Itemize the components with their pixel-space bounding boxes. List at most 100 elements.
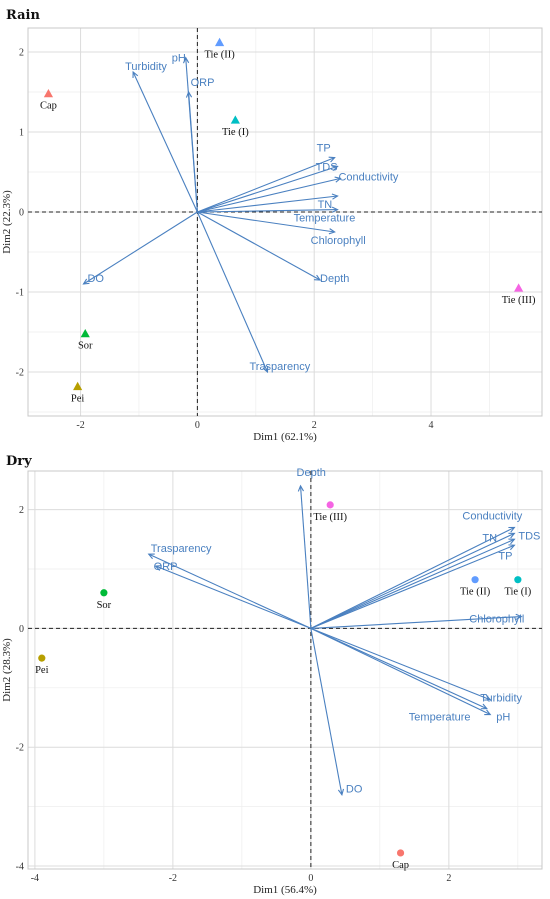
x-tick-label: -2 bbox=[76, 420, 84, 431]
y-axis-title: Dim2 (28.3%) bbox=[1, 638, 13, 702]
x-axis-title: Dim1 (62.1%) bbox=[253, 431, 317, 443]
loading-arrow bbox=[83, 211, 198, 285]
loading-arrow bbox=[197, 209, 338, 213]
loading-arrow bbox=[197, 177, 341, 213]
loading-arrow bbox=[310, 538, 515, 629]
arrow-head bbox=[508, 544, 516, 551]
loading-arrow bbox=[197, 157, 335, 213]
site-marker bbox=[80, 329, 90, 338]
variable-label: TP bbox=[317, 143, 331, 155]
loading-arrow bbox=[197, 211, 335, 233]
variable-label: pH bbox=[496, 712, 510, 724]
arrow-head bbox=[515, 613, 523, 620]
arrow-head bbox=[147, 553, 155, 560]
loading-arrow bbox=[310, 526, 515, 629]
arrow-head bbox=[182, 56, 190, 64]
variable-label: Conductivity bbox=[338, 171, 398, 183]
arrow-head bbox=[154, 565, 162, 571]
arrow-head bbox=[508, 532, 516, 539]
loading-arrow bbox=[148, 553, 312, 629]
x-tick-label: 2 bbox=[312, 420, 317, 431]
y-tick-label: 2 bbox=[19, 505, 24, 516]
plot-frame bbox=[27, 27, 543, 417]
variable-label: Temperature bbox=[294, 213, 356, 225]
arrow-head bbox=[484, 694, 492, 701]
site-label: Sor bbox=[97, 600, 112, 611]
site-marker bbox=[38, 654, 46, 662]
loading-arrow bbox=[155, 565, 312, 629]
x-tick-label: 4 bbox=[429, 420, 434, 431]
panel-title: Dry bbox=[6, 454, 32, 469]
x-tick-label: 0 bbox=[195, 420, 200, 431]
site-label: Pei bbox=[71, 393, 85, 404]
loading-arrow bbox=[310, 532, 515, 629]
loading-arrow bbox=[299, 485, 312, 629]
site-marker bbox=[73, 381, 83, 391]
variable-label: Chlorophyll bbox=[311, 235, 366, 247]
variable-label: pH bbox=[172, 53, 186, 65]
site-marker bbox=[326, 501, 334, 509]
site-label: Cap bbox=[392, 860, 409, 871]
arrow-head bbox=[297, 484, 304, 492]
variable-label: TN bbox=[318, 199, 333, 211]
site-label: Cap bbox=[40, 101, 57, 112]
site-label: Tie (III) bbox=[502, 295, 536, 306]
y-tick-label: 0 bbox=[19, 208, 24, 219]
variable-label: DO bbox=[87, 273, 104, 285]
site-marker bbox=[514, 283, 524, 292]
variable-label: Temperature bbox=[409, 712, 471, 724]
panel-title: Rain bbox=[6, 8, 40, 23]
variable-label: Chlorophyll bbox=[469, 614, 524, 626]
arrow-head bbox=[314, 274, 322, 281]
arrow-head bbox=[328, 228, 336, 235]
loading-arrow bbox=[310, 627, 491, 701]
y-tick-label: -4 bbox=[16, 862, 24, 873]
variable-label: DO bbox=[346, 784, 363, 796]
arrow-head bbox=[331, 193, 339, 200]
site-marker bbox=[230, 115, 240, 124]
panel-rain: -2 0 2 4 -2 -1 0 1 2 Rain Dim1 (62.1%) Dim2 (22.3%)… bbox=[1, 8, 543, 443]
x-tick-label: -2 bbox=[169, 873, 177, 884]
arrow-head bbox=[508, 538, 516, 545]
site-marker bbox=[43, 89, 54, 98]
arrow-head bbox=[508, 526, 516, 533]
loading-arrow bbox=[197, 165, 338, 213]
loading-arrow bbox=[197, 211, 321, 281]
arrow-head bbox=[331, 165, 339, 171]
x-tick-label: -4 bbox=[31, 873, 39, 884]
loading-arrow bbox=[310, 544, 515, 629]
variable-label: TN bbox=[482, 532, 497, 544]
loading-arrow bbox=[310, 627, 488, 710]
variable-label: Turbidity bbox=[480, 693, 522, 705]
site-label: Pei bbox=[35, 665, 49, 676]
variable-label: ORP bbox=[191, 77, 215, 89]
variable-label: Trasparency bbox=[151, 543, 212, 555]
plot-frame bbox=[27, 470, 543, 870]
loading-arrow bbox=[310, 628, 343, 795]
variable-label: ORP bbox=[154, 561, 178, 573]
site-label: Tie (II) bbox=[460, 587, 491, 598]
variable-label: Turbidity bbox=[125, 61, 167, 73]
arrow-head bbox=[334, 176, 342, 183]
site-label: Tie (II) bbox=[204, 49, 235, 60]
y-tick-label: 2 bbox=[19, 48, 24, 59]
site-label: Sor bbox=[78, 341, 93, 352]
arrow-head bbox=[328, 156, 336, 163]
x-tick-label: 2 bbox=[446, 873, 451, 884]
y-tick-label: -2 bbox=[16, 368, 24, 379]
y-tick-label: 0 bbox=[19, 624, 24, 635]
site-marker bbox=[471, 576, 479, 584]
loading-arrow bbox=[310, 615, 522, 629]
site-label: Tie (III) bbox=[313, 512, 347, 523]
site-marker bbox=[514, 576, 522, 584]
arrow-head bbox=[185, 90, 193, 98]
arrow-head bbox=[484, 709, 492, 716]
variable-label: Depth bbox=[297, 467, 326, 479]
arrow-head bbox=[337, 788, 345, 796]
site-label: Tie (I) bbox=[504, 587, 531, 598]
y-tick-label: 1 bbox=[19, 128, 24, 139]
panel-dry: -4 -2 0 2 -4 -2 0 2 Dry Dim1 (56.4%) Dim2 (28.3%) D… bbox=[1, 454, 543, 896]
arrow-head bbox=[480, 703, 488, 710]
loading-arrow bbox=[310, 627, 491, 716]
